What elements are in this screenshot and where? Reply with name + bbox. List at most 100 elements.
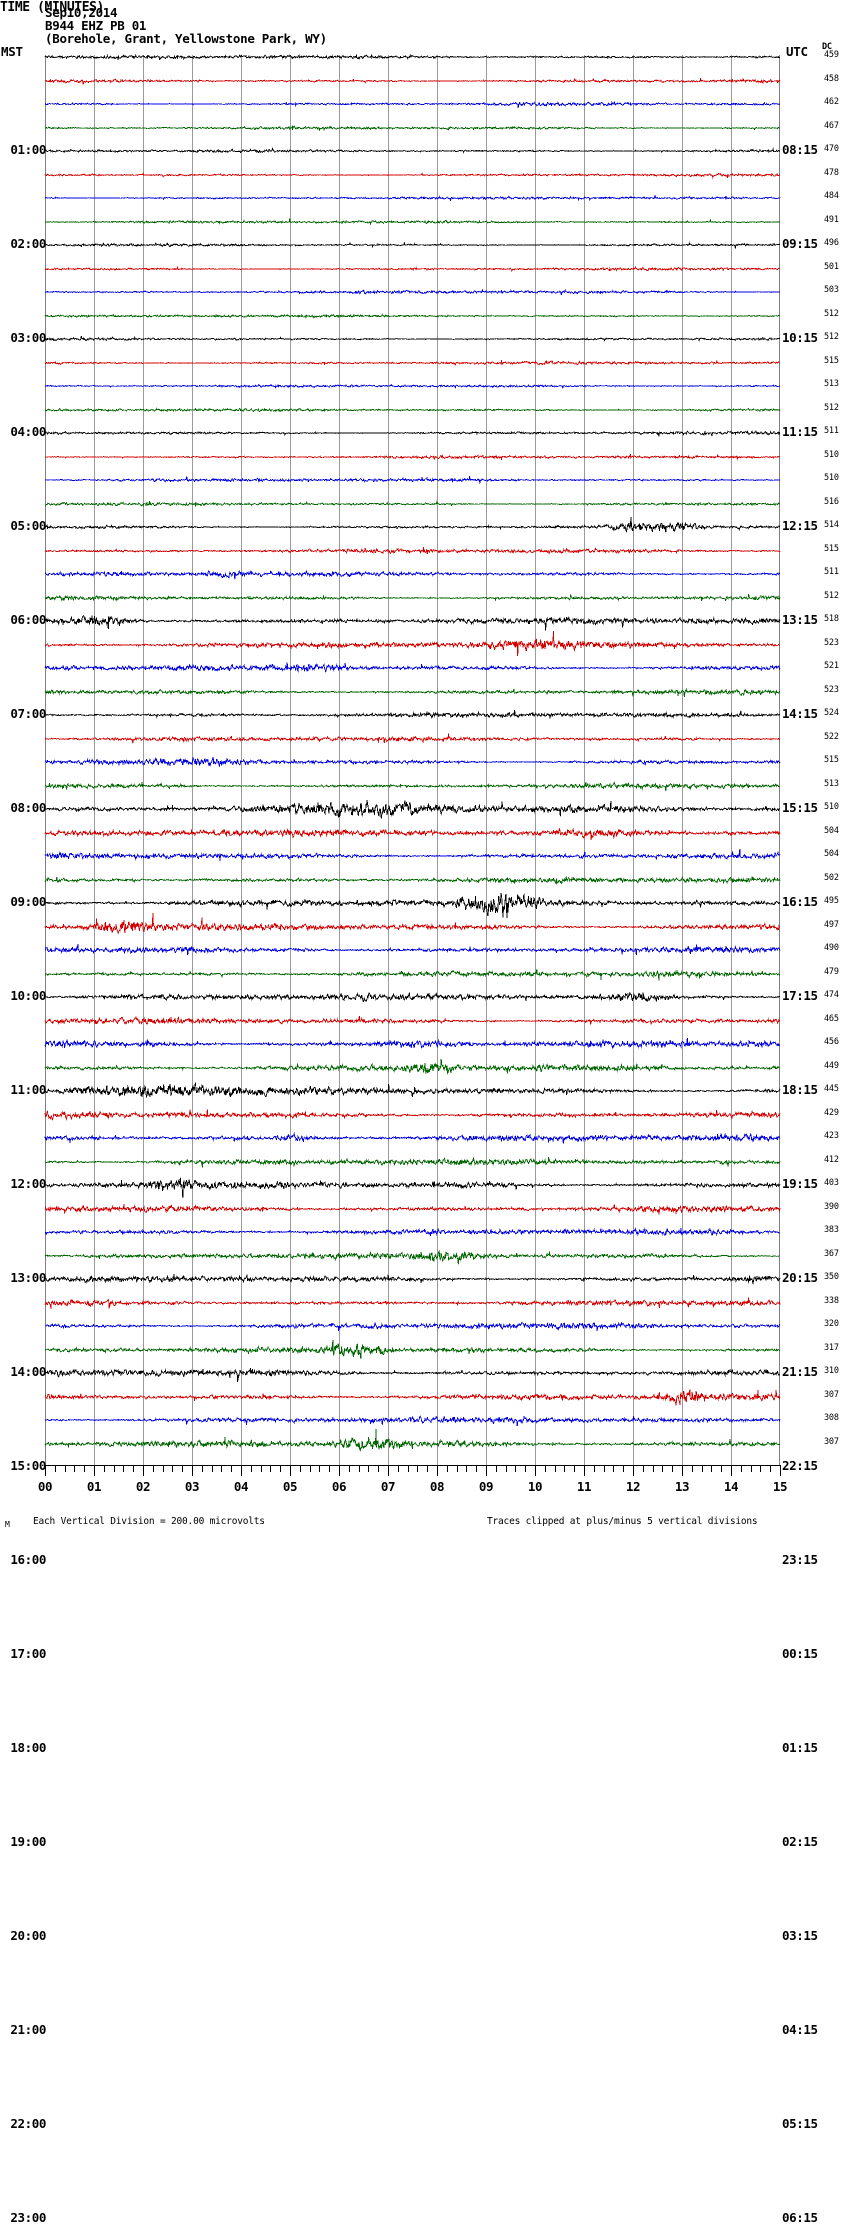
seismogram-trace (44, 1427, 780, 1461)
x-tick-label: 11 (576, 1479, 592, 1494)
x-tick-major (780, 1465, 781, 1476)
seismogram-trace (44, 1098, 781, 1132)
dc-value: 523 (824, 684, 839, 695)
mst-hour-label: 20:00 (10, 1928, 46, 1943)
dc-value: 412 (824, 1154, 839, 1165)
x-tick-minor (74, 1465, 76, 1472)
x-tick-major (584, 1465, 585, 1476)
x-tick-major (192, 1465, 193, 1476)
dc-value: 484 (824, 191, 839, 201)
dc-value: 317 (824, 1342, 839, 1353)
x-tick-label: 00 (37, 1479, 53, 1494)
dc-value: 458 (824, 73, 839, 84)
seismogram-trace (44, 299, 781, 333)
seismogram-trace (44, 1121, 780, 1155)
header-station: B944 EHZ PB 01 (45, 18, 147, 34)
x-tick-minor (525, 1465, 527, 1472)
dc-value: 390 (824, 1201, 839, 1212)
seismogram-trace (44, 628, 780, 662)
dc-value: 502 (824, 872, 839, 883)
gridline-minute-8 (437, 55, 438, 1465)
gridline-minute-1 (94, 55, 95, 1465)
seismogram-trace (44, 369, 781, 403)
x-tick-label: 01 (86, 1479, 102, 1494)
x-tick-minor (672, 1465, 674, 1472)
seismogram-trace (45, 228, 781, 262)
dc-value: 496 (824, 238, 839, 248)
utc-hour-label: 03:15 (782, 1928, 818, 1943)
x-tick-minor (368, 1465, 370, 1472)
x-tick-minor (54, 1465, 56, 1472)
seismogram-plot[interactable] (44, 53, 781, 1465)
seismogram-trace (44, 980, 781, 1014)
x-tick-major (535, 1465, 536, 1476)
seismogram-trace (44, 487, 781, 521)
mst-hour-label: 16:00 (10, 1552, 46, 1567)
seismogram-trace (44, 158, 780, 192)
dc-value: 522 (824, 731, 839, 742)
clip-note: Traces clipped at plus/minus 5 vertical … (487, 1516, 758, 1527)
x-tick-major (682, 1465, 683, 1476)
seismogram-trace (45, 1309, 781, 1343)
x-tick-minor (231, 1465, 233, 1472)
seismogram-trace (44, 510, 781, 544)
dc-column-caption: DC (822, 42, 832, 52)
dc-value: 513 (824, 379, 839, 389)
mst-axis-caption: MST (1, 44, 23, 59)
dc-value: 449 (824, 1060, 839, 1071)
seismogram-trace (44, 1145, 781, 1179)
seismogram-trace (44, 1168, 781, 1202)
scale-note: Each Vertical Division = 200.00 microvol… (33, 1516, 265, 1527)
seismogram-trace (44, 275, 780, 309)
x-tick-minor (466, 1465, 468, 1472)
seismogram-trace (44, 792, 781, 826)
dc-value: 512 (824, 590, 839, 601)
gridline-minute-6 (339, 55, 340, 1465)
mst-hour-label: 15:00 (10, 1458, 46, 1473)
seismogram-trace (44, 581, 781, 615)
utc-hour-label: 19:15 (782, 1176, 818, 1191)
dc-value: 403 (824, 1178, 839, 1188)
dc-value: 491 (824, 214, 839, 225)
utc-hour-label: 13:15 (782, 612, 818, 627)
mst-hour-label: 14:00 (10, 1364, 46, 1379)
dc-value: 495 (824, 896, 839, 906)
dc-value: 479 (824, 966, 839, 977)
seismogram-trace (44, 1192, 781, 1226)
x-tick-minor (623, 1465, 625, 1472)
gridline-minute-10 (535, 55, 536, 1465)
x-tick-minor (740, 1465, 742, 1472)
x-tick-minor (319, 1465, 321, 1472)
mst-hour-label: 12:00 (10, 1176, 46, 1191)
x-tick-label: 04 (233, 1479, 249, 1494)
mst-hour-label: 11:00 (10, 1082, 46, 1097)
x-tick-minor (123, 1465, 125, 1472)
x-tick-minor (544, 1465, 546, 1472)
dc-value: 490 (824, 943, 839, 953)
dc-value: 456 (824, 1037, 839, 1047)
x-tick-minor (642, 1465, 644, 1472)
x-tick-minor (378, 1465, 380, 1472)
x-tick-minor (211, 1465, 213, 1472)
gridline-minute-14 (731, 55, 732, 1465)
x-tick-minor (182, 1465, 184, 1472)
utc-hour-label: 23:15 (782, 1552, 818, 1567)
dc-value: 515 (824, 355, 839, 366)
x-tick-minor (407, 1465, 409, 1472)
seismogram-trace (44, 1380, 781, 1414)
mst-hour-label: 06:00 (10, 612, 46, 627)
dc-value: 504 (824, 849, 839, 859)
x-tick-label: 02 (135, 1479, 151, 1494)
x-tick-minor (280, 1465, 282, 1472)
plot-frame-right (779, 55, 780, 1465)
seismogram-trace (44, 205, 781, 239)
x-tick-minor (652, 1465, 654, 1472)
dc-value: 524 (824, 708, 839, 718)
dc-value: 338 (824, 1295, 839, 1306)
mst-hour-label: 05:00 (10, 518, 46, 533)
x-tick-major (241, 1465, 242, 1476)
x-tick-minor (358, 1465, 360, 1472)
x-tick-minor (397, 1465, 399, 1472)
utc-hour-label: 10:15 (782, 330, 818, 345)
x-tick-minor (260, 1465, 262, 1472)
